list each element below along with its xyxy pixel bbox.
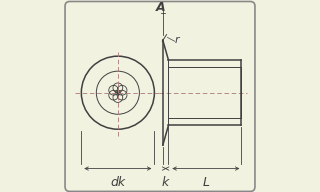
Text: A: A bbox=[156, 1, 165, 14]
Text: L: L bbox=[202, 176, 209, 189]
FancyBboxPatch shape bbox=[65, 2, 255, 191]
Text: r: r bbox=[175, 35, 180, 45]
Text: k: k bbox=[162, 176, 169, 189]
Text: dk: dk bbox=[110, 176, 125, 189]
